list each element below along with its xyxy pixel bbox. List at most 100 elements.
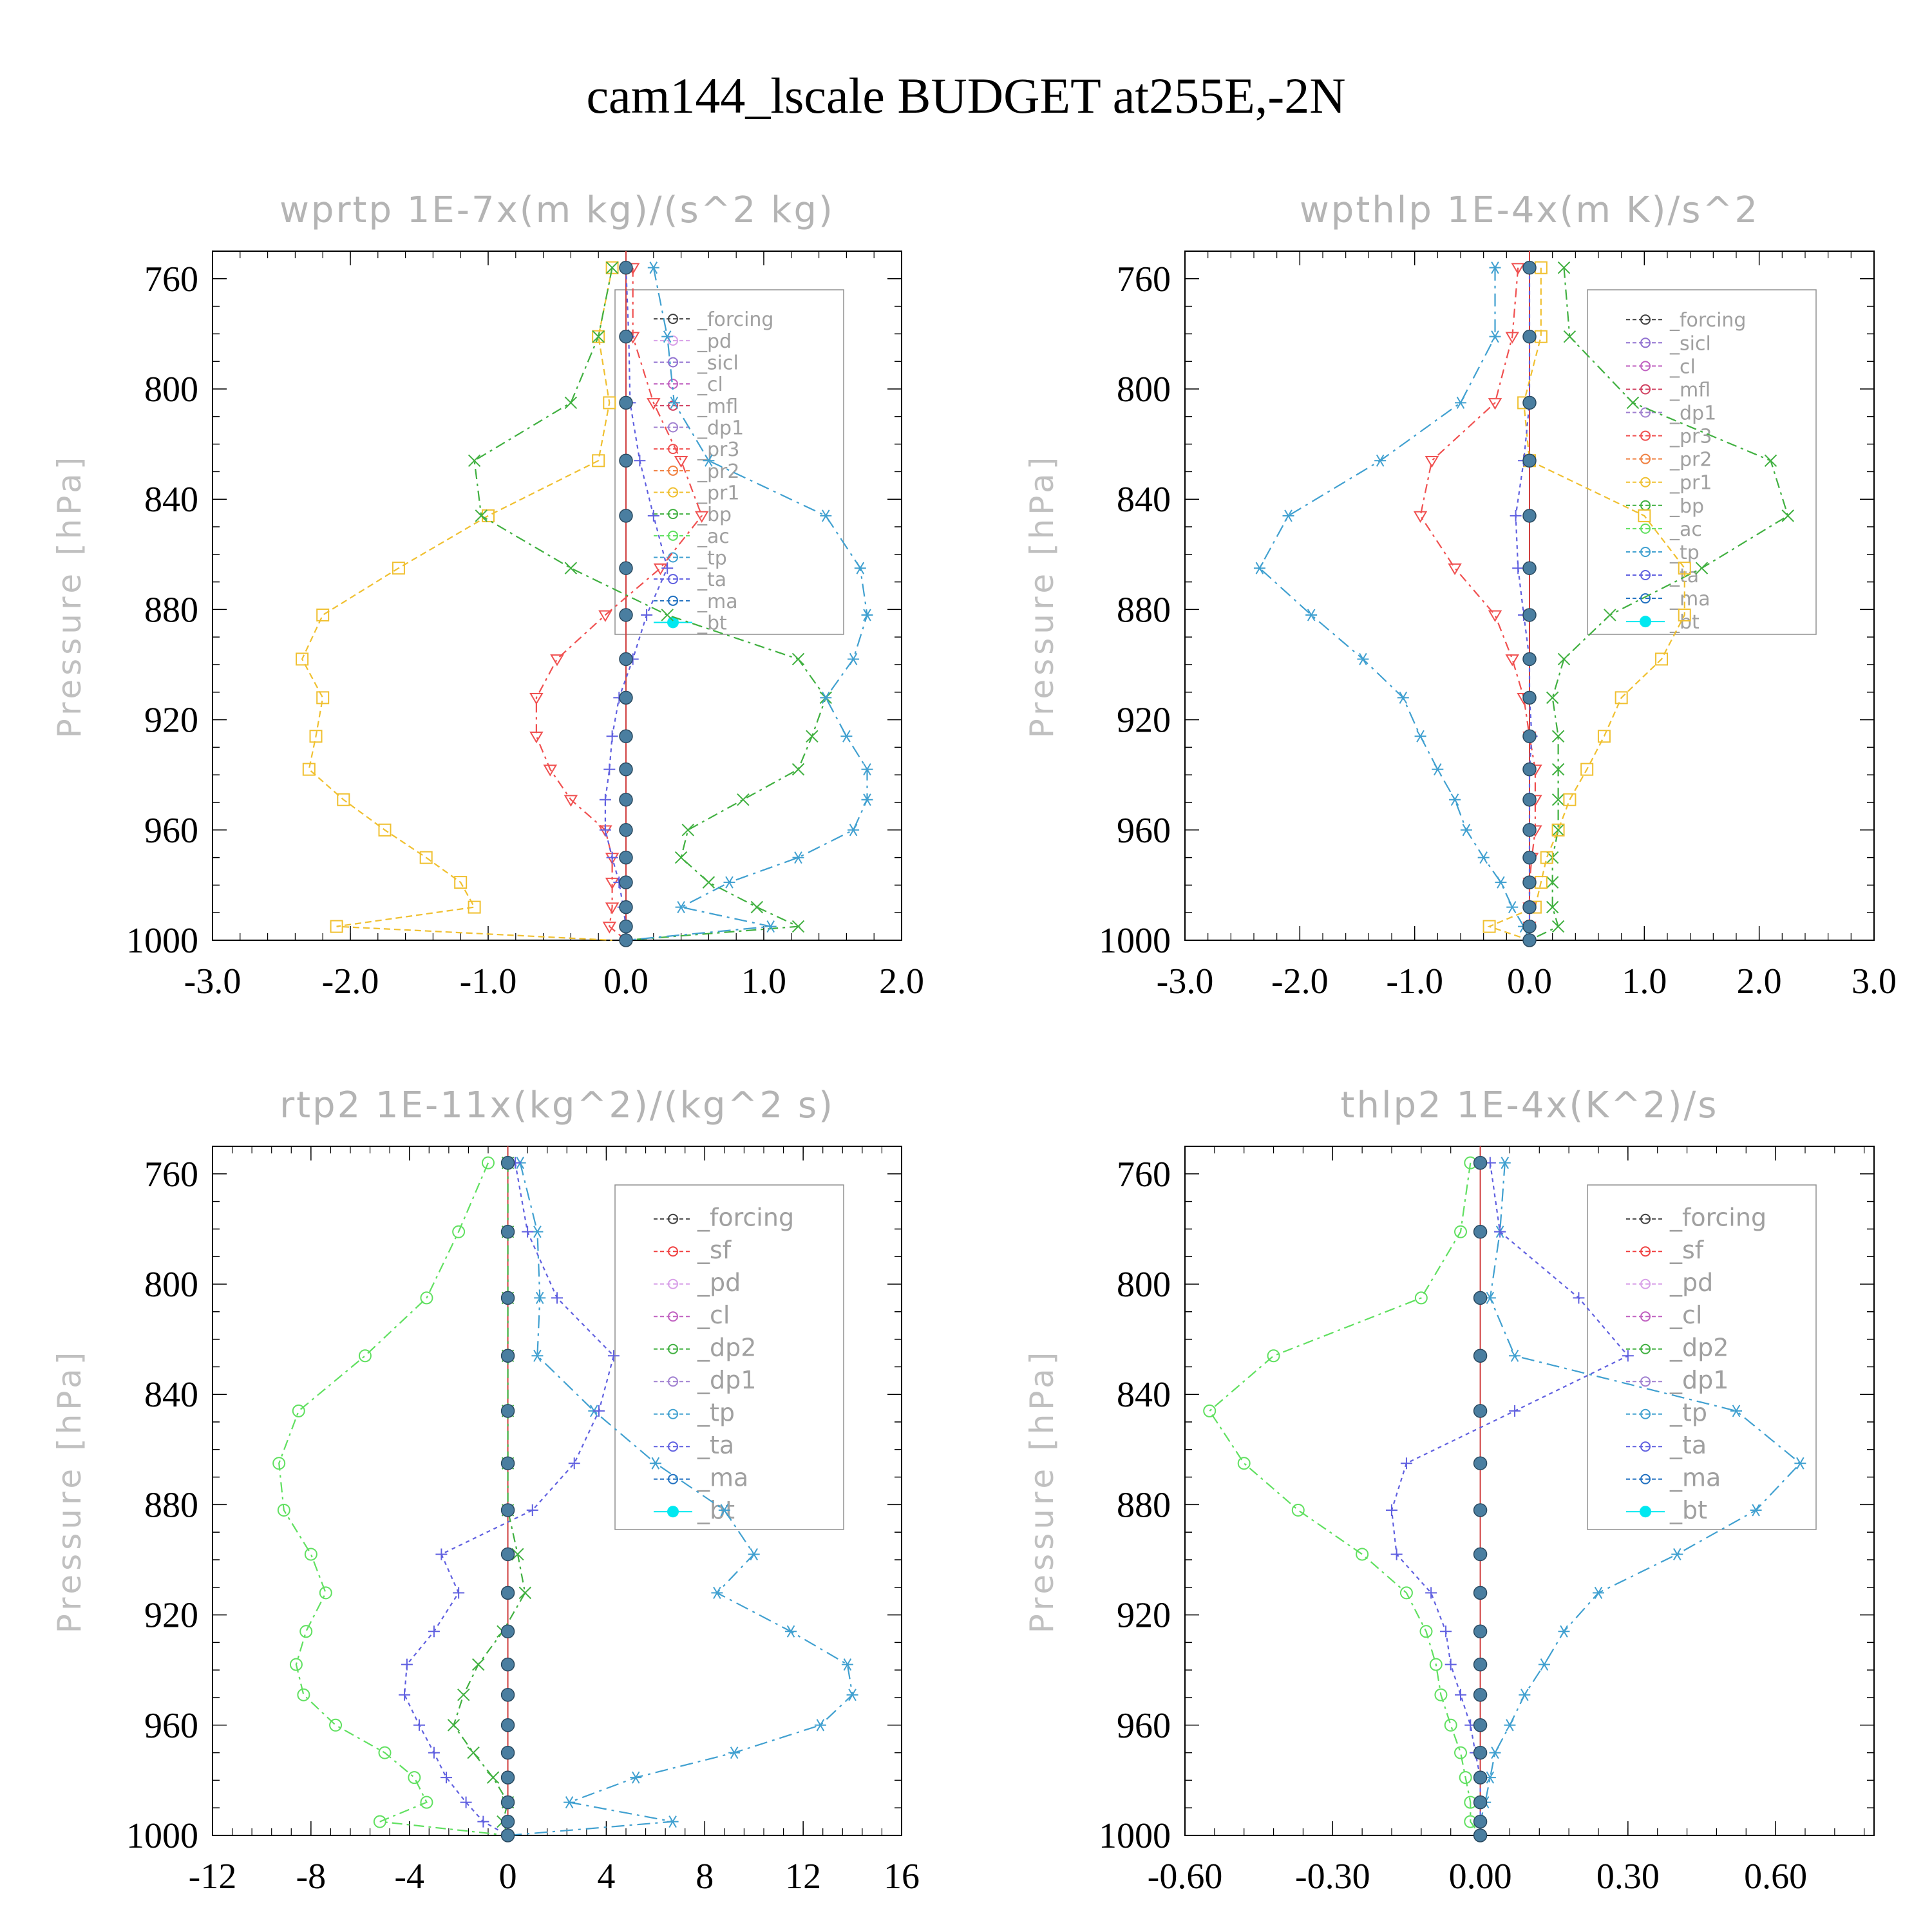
legend-marker xyxy=(668,1213,678,1224)
data-point-bt xyxy=(619,850,633,865)
y-tick-label: 1000 xyxy=(126,921,198,961)
x-tick-label: -3.0 xyxy=(1157,961,1214,1001)
data-point-ta xyxy=(1440,1625,1452,1638)
series-bp xyxy=(468,261,833,942)
data-point-ta xyxy=(603,763,616,775)
data-point-bt xyxy=(619,900,633,914)
data-point-dp2 xyxy=(447,1719,460,1732)
data-point-pr3 xyxy=(647,398,661,410)
data-point-bt xyxy=(1522,509,1537,523)
x-tick-label: -12 xyxy=(189,1857,237,1897)
data-point-tp xyxy=(1489,330,1501,343)
series-ta xyxy=(399,1157,620,1836)
data-point-bt xyxy=(1522,919,1537,934)
data-point-tp xyxy=(854,562,866,574)
x-tick-label: 0.00 xyxy=(1449,1857,1512,1897)
data-point-pr1 xyxy=(419,851,433,864)
data-point-tp xyxy=(1499,1157,1511,1170)
series-pr3 xyxy=(529,263,709,941)
data-point-tp xyxy=(1460,824,1472,837)
data-point-ta xyxy=(606,730,618,743)
data-point-bp xyxy=(791,920,805,933)
data-point-bt xyxy=(1473,1718,1488,1732)
y-tick-label: 840 xyxy=(144,480,198,520)
series-tp xyxy=(507,1157,858,1837)
data-point-bt xyxy=(1522,652,1537,667)
data-point-pr3 xyxy=(653,563,668,576)
series-tp xyxy=(625,261,873,942)
data-point-pr3 xyxy=(529,693,544,705)
data-point-pr3 xyxy=(1488,610,1502,622)
data-point-ac xyxy=(1429,1658,1443,1671)
data-point-ta xyxy=(592,1405,605,1417)
data-point-bt xyxy=(500,1770,515,1785)
data-point-ta xyxy=(661,562,674,574)
data-point-pr1 xyxy=(1655,652,1669,666)
legend-marker xyxy=(1640,1506,1651,1518)
x-tick-label: -0.30 xyxy=(1295,1857,1370,1897)
data-point-bp xyxy=(1546,876,1559,889)
data-point-tp xyxy=(1730,1405,1742,1417)
legend-entry: _pr1 xyxy=(697,482,739,504)
x-tick-label: 3.0 xyxy=(1852,961,1897,1001)
data-point-bp xyxy=(1781,509,1794,522)
data-point-tp xyxy=(1794,1457,1806,1470)
panel-title: rtp2 1E-11x(kg^2)/(kg^2 s) xyxy=(279,1084,835,1126)
data-point-pr3 xyxy=(1505,332,1519,344)
legend-entry: _sicl xyxy=(697,352,739,374)
data-point-bt xyxy=(1522,850,1537,865)
data-point-pr1 xyxy=(1615,691,1628,705)
data-point-ta xyxy=(568,1457,580,1470)
legend-entry: _dp2 xyxy=(1669,1334,1728,1362)
data-point-tp xyxy=(848,652,860,665)
legend-marker xyxy=(668,509,678,520)
x-tick-label: 0.0 xyxy=(1507,961,1552,1001)
data-point-ta xyxy=(413,1719,425,1731)
data-point-ac xyxy=(1434,1688,1448,1701)
data-point-bt xyxy=(1473,1404,1488,1418)
data-point-tp xyxy=(1449,793,1461,806)
data-point-pr3 xyxy=(598,610,612,622)
data-point-ac xyxy=(1237,1457,1251,1470)
data-point-tp xyxy=(1374,454,1387,467)
data-point-bt xyxy=(619,823,633,837)
y-tick-label: 960 xyxy=(1117,1706,1171,1746)
legend-entry: _forcing xyxy=(1669,1204,1766,1232)
legend-marker xyxy=(668,357,678,368)
legend-entry: _tp xyxy=(1669,542,1700,564)
x-tick-label: -4 xyxy=(394,1857,424,1897)
data-point-tp xyxy=(748,1548,760,1560)
y-tick-label: 960 xyxy=(1117,811,1171,851)
data-point-bt xyxy=(619,762,633,777)
legend-marker xyxy=(1640,477,1651,488)
legend-entry: _tp xyxy=(697,547,727,569)
data-point-ta xyxy=(399,1689,411,1701)
plot-frame xyxy=(1184,1146,1875,1836)
data-point-pr1 xyxy=(1638,509,1651,522)
legend-entry: _mfl xyxy=(697,395,738,418)
y-tick-label: 840 xyxy=(144,1375,198,1415)
data-point-tp xyxy=(1671,1548,1683,1560)
panel-title: wpthlp 1E-4x(m K)/s^2 xyxy=(1300,189,1759,231)
legend-marker xyxy=(667,616,679,629)
legend-entry: _bt xyxy=(1669,1496,1707,1524)
data-point-pr3 xyxy=(1425,455,1439,468)
data-point-bt xyxy=(1473,1503,1488,1517)
legend-marker xyxy=(1640,1473,1651,1484)
data-point-pr3 xyxy=(543,764,558,777)
x-tick-label: 2.0 xyxy=(1737,961,1782,1001)
legend-marker xyxy=(1640,1376,1651,1387)
series-line-pr1 xyxy=(301,267,613,942)
data-point-ac xyxy=(1399,1586,1413,1600)
data-point-bt xyxy=(500,1828,515,1842)
data-point-bt xyxy=(1522,875,1537,889)
data-point-ta xyxy=(641,609,653,621)
legend-marker xyxy=(1640,1246,1651,1257)
data-point-bt xyxy=(1522,329,1537,344)
data-point-pr3 xyxy=(694,511,709,523)
data-point-ac xyxy=(1267,1349,1280,1363)
data-point-tp xyxy=(1509,1349,1521,1362)
x-tick-label: 0.60 xyxy=(1744,1857,1807,1897)
figure-title: cam144_lscale BUDGET at255E,-2N xyxy=(586,68,1345,124)
y-tick-label: 840 xyxy=(1117,1375,1171,1415)
